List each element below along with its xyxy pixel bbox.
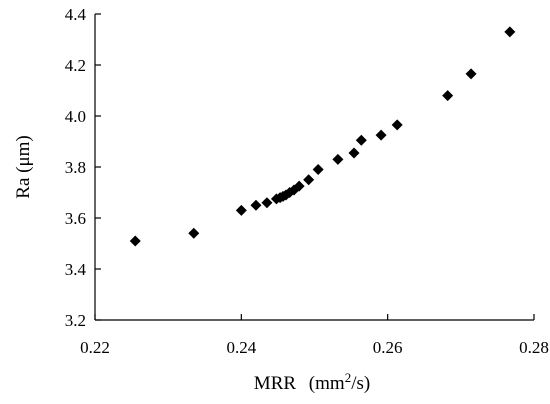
data-point-diamond — [261, 197, 273, 209]
y-axis-ticks: 3.2 3.4 3.6 3.8 4.0 4.2 4.4 — [65, 5, 101, 330]
data-point-diamond — [348, 147, 360, 159]
x-axis-ticks: 0.22 0.24 0.26 0.28 — [80, 314, 549, 357]
plot-area: 3.2 3.4 3.6 3.8 4.0 4.2 4.4 0.22 0.24 0.26 0.28 — [65, 5, 549, 357]
data-points — [129, 26, 516, 247]
data-point-diamond — [235, 204, 247, 216]
y-tick-label: 3.6 — [65, 209, 86, 228]
x-tick-label: 0.22 — [80, 338, 110, 357]
data-point-diamond — [293, 180, 305, 192]
data-point-diamond — [504, 26, 516, 38]
x-tick-label: 0.24 — [226, 338, 256, 357]
y-tick-label: 3.8 — [65, 158, 86, 177]
data-point-diamond — [129, 235, 141, 247]
data-point-diamond — [250, 199, 262, 211]
y-axis-title: Ra (μm) — [13, 135, 34, 198]
data-point-diamond — [391, 119, 403, 131]
data-point-diamond — [332, 153, 344, 165]
x-tick-label: 0.26 — [373, 338, 403, 357]
y-tick-label: 4.2 — [65, 56, 86, 75]
data-point-diamond — [312, 164, 324, 176]
data-point-diamond — [465, 68, 477, 80]
data-point-diamond — [303, 174, 315, 186]
y-tick-label: 4.4 — [65, 5, 87, 24]
y-tick-label: 4.0 — [65, 107, 86, 126]
data-point-diamond — [188, 227, 200, 239]
x-axis-title: MRR (mm2/s) — [254, 370, 370, 394]
y-tick-label: 3.2 — [65, 311, 86, 330]
data-point-diamond — [355, 134, 367, 146]
x-tick-label: 0.28 — [519, 338, 549, 357]
y-tick-label: 3.4 — [65, 260, 87, 279]
data-point-diamond — [442, 90, 454, 102]
data-point-diamond — [375, 129, 387, 141]
